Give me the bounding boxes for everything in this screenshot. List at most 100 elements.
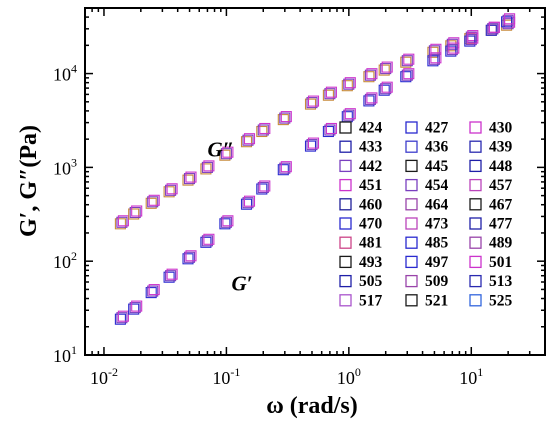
data-point	[165, 184, 177, 196]
data-point	[165, 270, 177, 282]
legend-label: 481	[359, 235, 382, 252]
legend-marker	[469, 274, 482, 288]
legend-marker	[469, 159, 482, 173]
legend-item: 481	[339, 235, 382, 252]
legend-marker	[469, 178, 482, 192]
data-point	[504, 13, 516, 25]
x-tick-label: 10-2	[90, 365, 118, 388]
data-point	[147, 285, 159, 297]
data-point	[430, 52, 442, 64]
data-point	[322, 125, 334, 138]
legend-item: 473	[405, 216, 449, 233]
data-point	[201, 161, 213, 173]
data-point	[116, 312, 128, 324]
legend-marker	[339, 217, 352, 230]
legend-marker	[339, 255, 352, 269]
data-point	[243, 195, 256, 207]
data-point	[304, 98, 317, 110]
data-point	[279, 112, 291, 124]
legend-marker	[469, 140, 482, 153]
y-tick-labels: 101 102 103 104	[53, 62, 77, 366]
legend-item: 470	[339, 216, 383, 233]
data-point	[200, 163, 212, 175]
data-point	[428, 53, 440, 65]
data-point	[446, 44, 458, 56]
data-point	[185, 171, 197, 183]
data-point	[448, 42, 460, 54]
legend-item: 521	[405, 292, 448, 309]
data-point	[400, 56, 412, 68]
data-point	[256, 125, 268, 138]
data-point	[501, 16, 513, 28]
legend-item: 497	[405, 254, 449, 271]
legend-item: 509	[405, 273, 449, 290]
legend-item: 467	[469, 196, 513, 213]
data-point	[163, 271, 175, 283]
data-point	[280, 161, 292, 173]
data-point	[277, 114, 289, 126]
data-point	[445, 45, 457, 57]
data-point	[116, 216, 128, 228]
data-point	[381, 81, 393, 93]
data-point	[243, 133, 256, 145]
legend-item: 460	[339, 196, 383, 213]
data-point	[304, 140, 317, 152]
legend-marker	[339, 236, 352, 249]
legend-item: 485	[405, 235, 449, 252]
legend-label: 457	[489, 177, 513, 194]
data-point	[485, 24, 497, 36]
legend-label: 497	[425, 254, 449, 271]
data-point	[366, 68, 378, 80]
data-point	[128, 303, 140, 315]
legend-item: 457	[469, 177, 513, 194]
legend-label: 473	[425, 216, 449, 233]
legend-marker	[339, 159, 352, 173]
data-point	[364, 69, 376, 81]
legend-marker	[339, 121, 352, 134]
data-point	[145, 287, 157, 299]
data-point	[403, 53, 415, 65]
legend-marker	[405, 274, 418, 288]
legend-label: 525	[489, 292, 513, 309]
data-point	[163, 186, 175, 198]
data-point	[307, 95, 320, 107]
data-point	[378, 64, 390, 76]
legend-marker	[469, 217, 482, 230]
data-point	[306, 97, 318, 109]
data-point	[325, 86, 337, 98]
legend-item: 513	[469, 273, 513, 290]
legend-label: 493	[359, 254, 383, 271]
data-point	[325, 122, 337, 135]
x-tick-label: 10-1	[212, 365, 240, 388]
data-point	[131, 205, 143, 217]
legend-item: 445	[405, 158, 449, 175]
data-point	[487, 23, 499, 35]
data-point	[502, 14, 514, 26]
legend-item: 477	[469, 216, 513, 233]
data-point	[259, 122, 271, 135]
series-g-prime	[114, 13, 516, 325]
data-point	[257, 124, 269, 136]
data-point	[183, 173, 196, 185]
legend-marker	[469, 255, 482, 269]
data-point	[114, 313, 126, 325]
data-point	[129, 302, 141, 314]
series-g-double-prime	[114, 16, 516, 230]
data-point	[307, 137, 320, 149]
data-point	[117, 310, 129, 322]
legend-label: 433	[359, 139, 383, 156]
legend-marker	[339, 198, 352, 211]
legend-marker	[405, 159, 418, 173]
data-point	[148, 284, 160, 296]
legend-label: 477	[489, 216, 513, 233]
data-point	[242, 197, 254, 209]
x-tick-label: 101	[459, 365, 483, 388]
legend-item: 493	[339, 254, 383, 271]
data-point	[185, 250, 197, 262]
data-point	[240, 198, 253, 210]
legend-item: 505	[339, 273, 383, 290]
data-point	[240, 136, 253, 148]
legend-label: 445	[425, 158, 449, 175]
x-tick-labels: 10-2 10-1 100 101	[90, 365, 483, 388]
data-point	[381, 61, 393, 73]
